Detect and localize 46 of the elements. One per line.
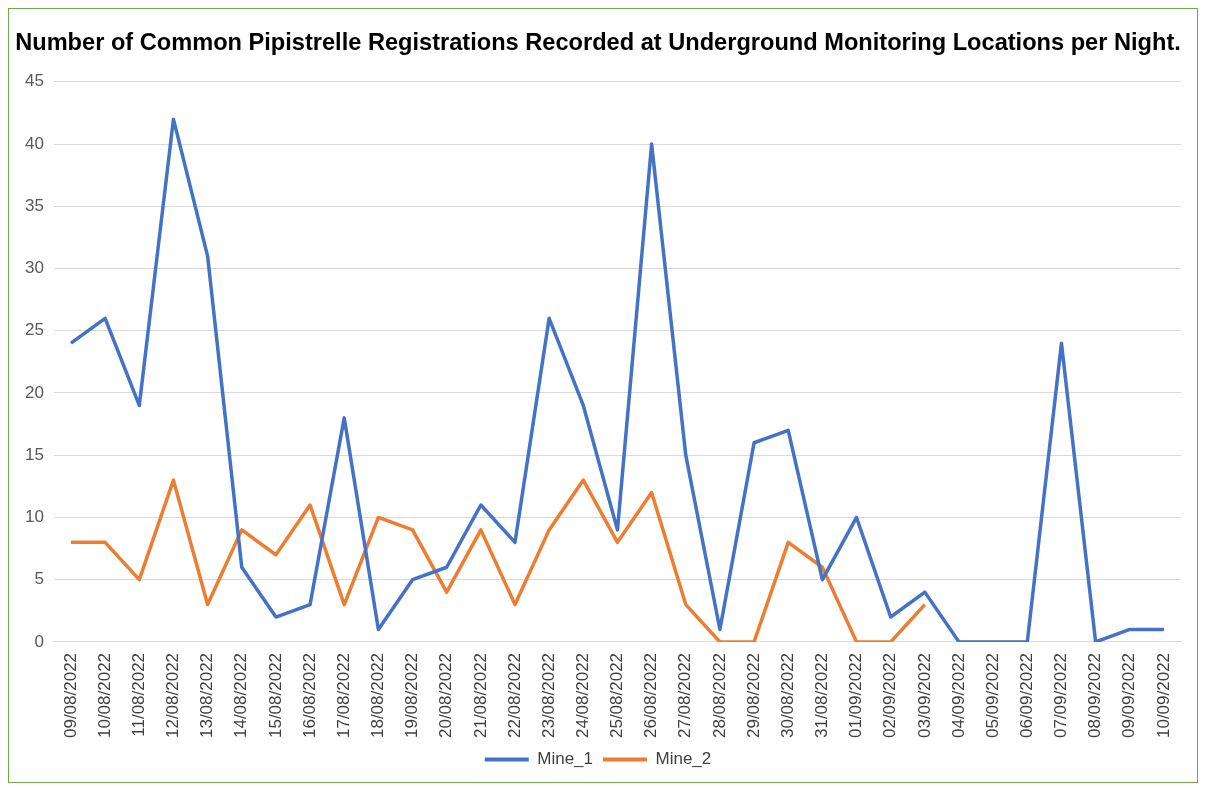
x-tick-label: 24/08/2022 [572, 652, 592, 739]
y-tick-label: 5 [34, 569, 44, 589]
y-tick-label: 40 [24, 133, 44, 153]
x-tick-label: 02/09/2022 [880, 652, 900, 739]
x-tick-label: 17/08/2022 [333, 652, 353, 739]
y-tick-label: 0 [34, 631, 44, 651]
x-tick-label: 15/08/2022 [265, 652, 285, 739]
y-tick-label: 20 [24, 382, 44, 402]
x-tick-label: 11/08/2022 [128, 652, 148, 737]
x-tick-label: 01/09/2022 [846, 652, 866, 739]
x-tick-label: 16/08/2022 [299, 652, 319, 739]
x-tick-label: 12/08/2022 [163, 652, 183, 739]
x-tick-label: 03/09/2022 [914, 652, 934, 739]
legend-label: Mine_2 [655, 749, 712, 769]
legend-label: Mine_1 [537, 749, 594, 769]
x-tick-label: 09/09/2022 [1119, 652, 1139, 739]
x-tick-label: 09/08/2022 [60, 652, 80, 739]
x-tick-label: 30/08/2022 [777, 652, 797, 739]
x-tick-label: 18/08/2022 [368, 652, 388, 739]
x-tick-label: 27/08/2022 [675, 652, 695, 739]
y-tick-label: 10 [24, 507, 44, 527]
x-tick-label: 08/09/2022 [1085, 652, 1105, 739]
x-tick-label: 07/09/2022 [1051, 652, 1071, 739]
y-tick-label: 30 [24, 258, 44, 278]
x-tick-label: 19/08/2022 [402, 652, 422, 739]
x-tick-label: 22/08/2022 [504, 652, 524, 739]
x-tick-label: 28/08/2022 [709, 652, 729, 739]
y-tick-label: 25 [24, 320, 44, 340]
x-tick-label: 29/08/2022 [743, 652, 763, 739]
x-tick-label: 10/08/2022 [94, 652, 114, 739]
x-tick-label: 21/08/2022 [470, 652, 490, 739]
x-tick-label: 23/08/2022 [538, 652, 558, 739]
x-tick-label: 14/08/2022 [231, 652, 251, 739]
x-tick-label: 10/09/2022 [1153, 652, 1173, 739]
y-tick-label: 35 [24, 195, 44, 215]
x-tick-label: 05/09/2022 [982, 652, 1002, 739]
x-tick-label: 04/09/2022 [948, 652, 968, 739]
x-tick-label: 20/08/2022 [436, 652, 456, 739]
x-tick-label: 25/08/2022 [607, 652, 627, 739]
x-tick-label: 26/08/2022 [641, 652, 661, 739]
x-tick-label: 13/08/2022 [197, 652, 217, 739]
y-tick-label: 45 [24, 71, 44, 91]
x-tick-label: 06/09/2022 [1016, 652, 1036, 739]
x-tick-label: 31/08/2022 [812, 652, 832, 739]
chart-title: Number of Common Pipistrelle Registrations Recorded at Underground Monitoring Locations per Night. [15, 27, 1181, 56]
y-tick-label: 15 [24, 444, 44, 464]
